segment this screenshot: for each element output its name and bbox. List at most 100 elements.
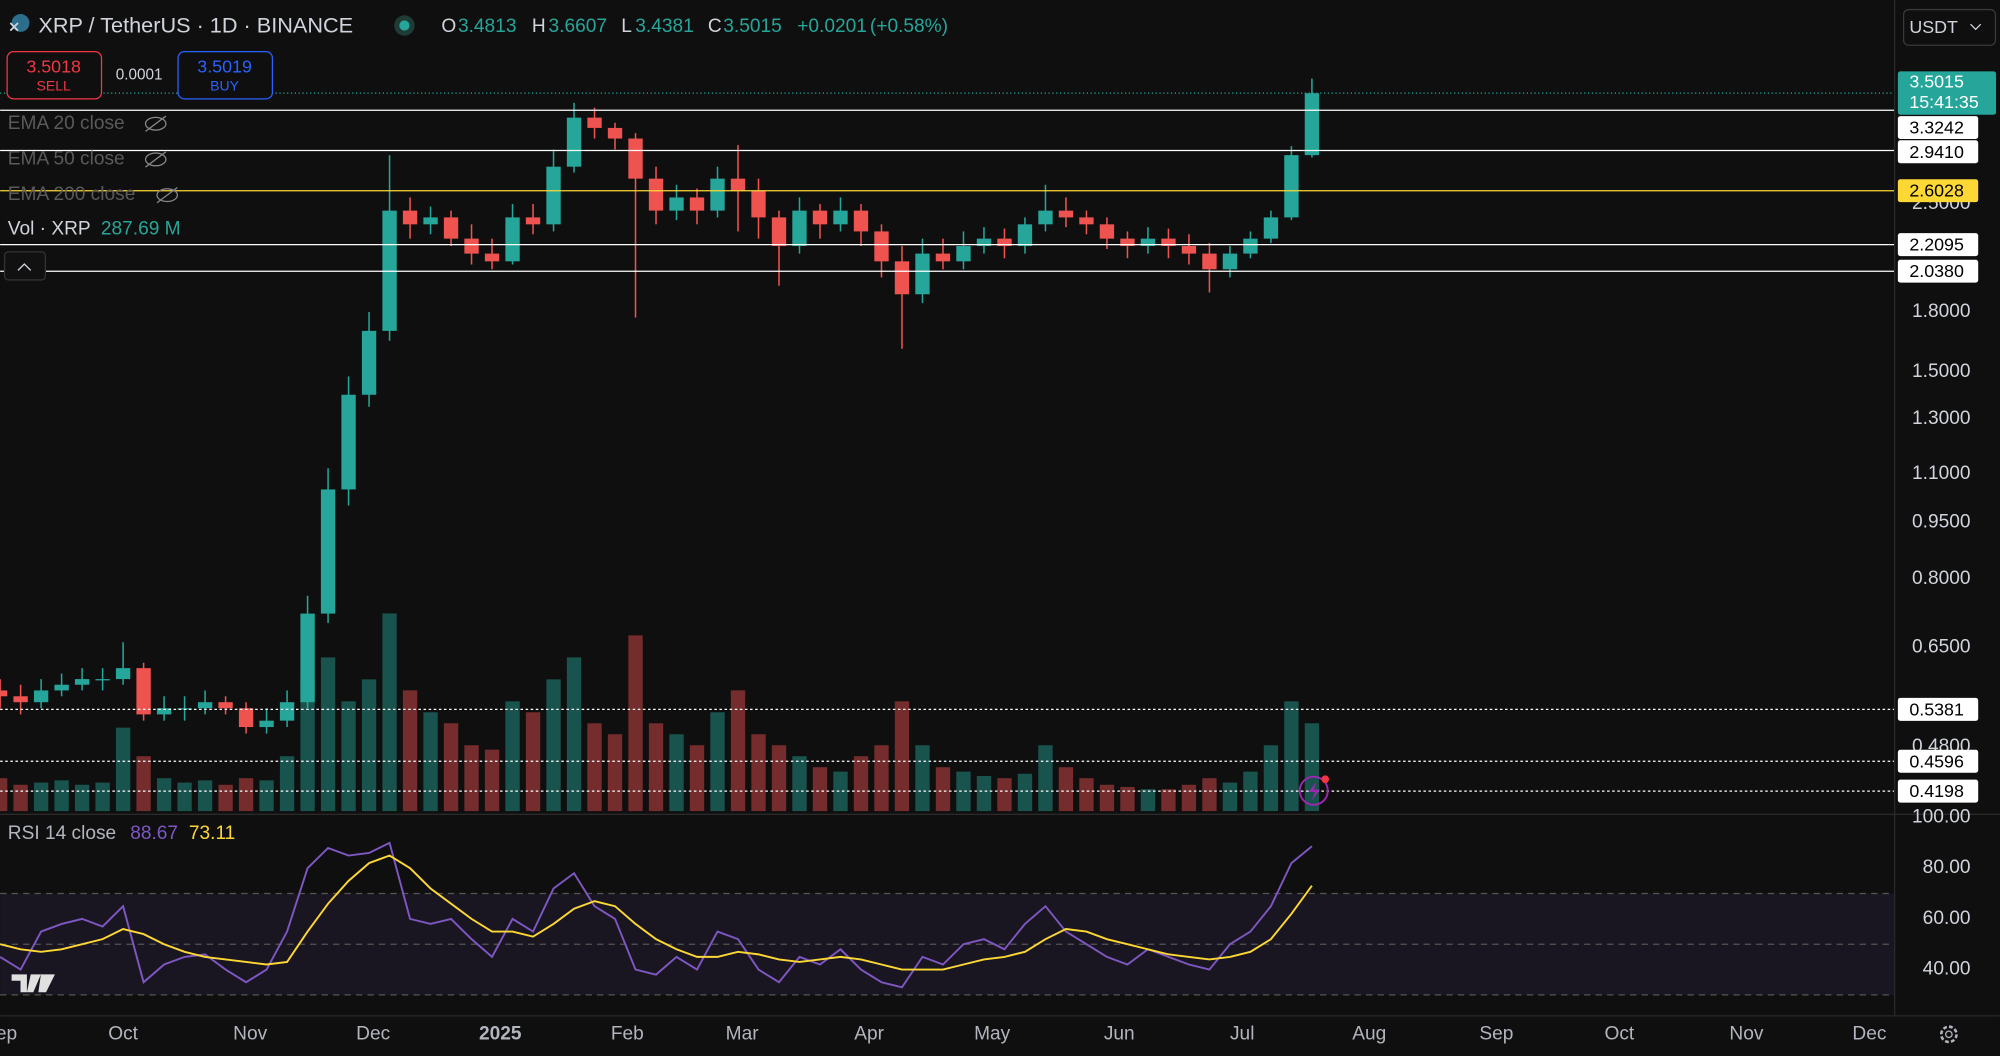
price-line-label: 2.0380 xyxy=(1909,261,1964,281)
x-tick-label: Oct xyxy=(1604,1023,1634,1044)
alert-badge xyxy=(1321,775,1330,784)
alert-icon[interactable] xyxy=(1298,775,1329,806)
symbol-title: XRP / TetherUS · 1D · BINANCE xyxy=(38,13,353,38)
settings-gear[interactable] xyxy=(1939,1025,1958,1044)
candle-body xyxy=(0,690,8,697)
x-tick-label: Jun xyxy=(1104,1023,1135,1044)
candle-body xyxy=(566,117,582,167)
price-line-box xyxy=(1897,697,1979,721)
candle-body xyxy=(13,696,28,703)
x-tick-label: Nov xyxy=(233,1023,267,1044)
hidden-eye-icon[interactable] xyxy=(144,115,167,132)
volume-bar xyxy=(853,756,869,812)
volume-bar xyxy=(33,782,49,812)
close-label: C xyxy=(708,16,722,37)
candle-body xyxy=(730,178,746,192)
indicator-label: EMA 200 close xyxy=(8,184,136,205)
candle-body xyxy=(320,489,336,614)
tradingview-logo[interactable] xyxy=(11,974,55,993)
volume-bar xyxy=(689,745,705,812)
candle-body xyxy=(628,138,643,179)
candle-body xyxy=(771,217,787,247)
candle-body xyxy=(607,127,623,139)
price-line-label: 0.5381 xyxy=(1909,699,1964,719)
y-tick-label: 1.3000 xyxy=(1912,408,1970,429)
plot xyxy=(0,78,1895,989)
low-value: 3.4381 xyxy=(635,16,693,37)
volume-bar xyxy=(751,734,766,812)
symbol-icon[interactable] xyxy=(11,14,30,32)
candle-body xyxy=(1120,238,1135,247)
volume-bar xyxy=(566,657,582,812)
buy-label: BUY xyxy=(210,77,239,93)
volume-label: Vol · XRP xyxy=(8,219,91,240)
candle-body xyxy=(259,720,274,728)
volume-bar xyxy=(956,771,971,812)
volume-bar xyxy=(156,778,172,812)
candle-body xyxy=(443,217,459,239)
open-value: 3.4813 xyxy=(458,16,517,37)
candle-body xyxy=(218,702,233,709)
volume-bar xyxy=(771,745,787,812)
price-line-label: 2.6028 xyxy=(1909,181,1964,201)
volume-bar xyxy=(197,780,213,812)
volume-bar xyxy=(464,745,479,812)
hidden-eye-icon[interactable] xyxy=(144,151,167,168)
price-line-label: 2.2095 xyxy=(1909,235,1964,255)
volume-bar xyxy=(1161,789,1176,812)
candle-body xyxy=(1284,155,1299,218)
buy-button[interactable] xyxy=(177,51,274,100)
collapse-button[interactable] xyxy=(3,251,47,281)
y-tick-label: 1.1000 xyxy=(1912,463,1970,484)
volume-bar xyxy=(1284,701,1299,812)
candle-body xyxy=(669,197,684,211)
volume-bar xyxy=(812,767,828,812)
volume-bar xyxy=(1222,782,1238,812)
volume-bar xyxy=(54,780,69,812)
buy-price: 3.5019 xyxy=(197,56,252,76)
candle-body xyxy=(648,178,664,211)
candle-body xyxy=(238,708,254,728)
axes: Sep Oct Nov Dec 2025 Feb Mar Apr May Jun Jul Aug Sep… xyxy=(0,71,1997,1044)
currency-label: USDT xyxy=(1909,17,1958,37)
candle-body xyxy=(1222,253,1238,270)
x-tick-label: Apr xyxy=(854,1023,884,1044)
volume-bar xyxy=(894,701,910,812)
rsi-line xyxy=(0,854,1313,971)
volume-bar xyxy=(607,734,623,812)
candle-body xyxy=(935,253,951,262)
low-label: L xyxy=(621,16,632,37)
price-line-box xyxy=(1897,779,1979,803)
candle-body xyxy=(1038,210,1053,225)
candle-body xyxy=(54,684,69,691)
volume-bar xyxy=(279,756,295,812)
candle-body xyxy=(915,253,930,295)
price-line-box xyxy=(1897,179,1979,203)
volume-bar xyxy=(361,679,377,812)
volume-bar xyxy=(628,635,643,812)
price-line-box xyxy=(1897,233,1979,257)
volume-bar xyxy=(1140,789,1156,812)
volume-bar xyxy=(1263,745,1279,812)
candle-body xyxy=(95,679,110,681)
currency-caret xyxy=(1970,23,1982,31)
candle-body xyxy=(464,238,479,254)
currency-button[interactable] xyxy=(1902,8,1997,46)
volume-bar xyxy=(546,679,561,812)
sell-price: 3.5018 xyxy=(26,56,81,76)
volume-bar xyxy=(1181,784,1197,812)
sell-label: SELL xyxy=(37,77,71,93)
indicator-label: EMA 50 close xyxy=(8,148,125,169)
y-tick-label: 1.5000 xyxy=(1912,361,1970,382)
y-tick-label: 40.00 xyxy=(1923,959,1971,980)
candle-body xyxy=(136,668,151,715)
volume-bar xyxy=(1017,773,1033,812)
candle-body xyxy=(300,613,315,703)
hidden-eye-icon[interactable] xyxy=(156,186,179,204)
candle-body xyxy=(833,210,848,225)
volume-bar xyxy=(443,723,459,812)
candle-body xyxy=(74,679,90,685)
volume-bar xyxy=(74,784,90,812)
sell-button[interactable] xyxy=(6,51,103,100)
